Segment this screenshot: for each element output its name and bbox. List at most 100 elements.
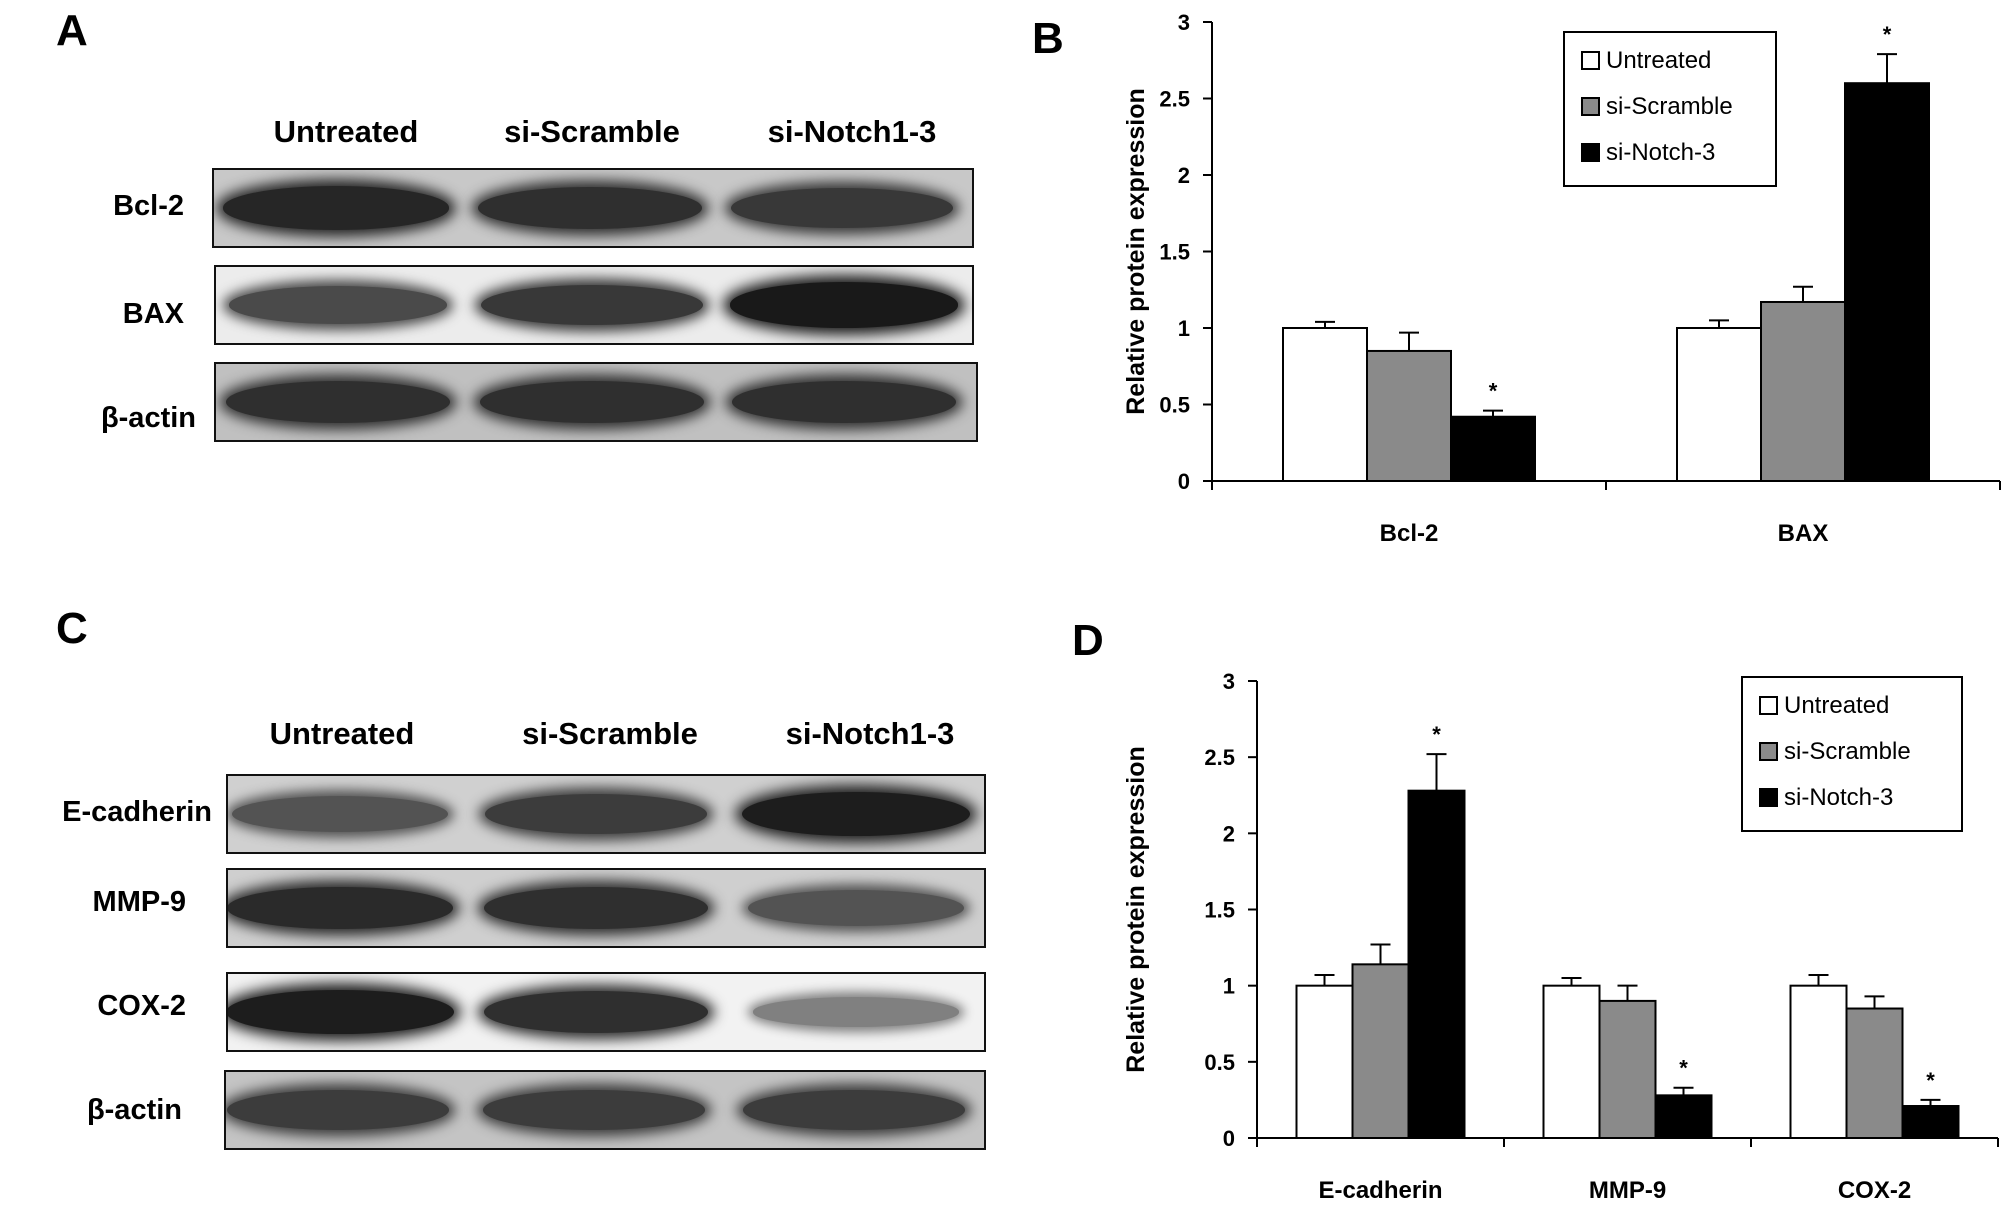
blot-a-strip-bax [214,265,974,345]
y-tick-label: 3 [1223,669,1235,694]
blot-band [743,1090,965,1130]
blot-c-strip-e-cadherin [226,774,986,854]
blot-band [748,889,964,927]
significance-marker: * [1883,22,1892,47]
y-tick-label: 1.5 [1159,240,1190,265]
blot-a-header-si-notch: si-Notch1-3 [767,114,937,149]
blot-c-row-label-e-cadherin: E-cadherin [62,796,212,828]
y-tick-label: 2.5 [1159,87,1190,112]
y-tick-label: 0.5 [1159,393,1190,418]
bar [1407,789,1466,1139]
blot-c-header-si-notch: si-Notch1-3 [785,716,955,751]
y-axis-label: Relative protein expression [1122,746,1150,1073]
bar [1450,415,1536,482]
legend-swatch [1581,51,1600,70]
blot-band [226,381,450,423]
blot-band [480,381,704,423]
significance-marker: * [1679,1056,1688,1081]
legend-label: Untreated [1784,692,1889,719]
blot-c-header-si-scramble: si-Scramble [522,716,698,751]
blot-band [232,795,448,833]
bar [1598,999,1657,1139]
blot-c-strip-mmp9 [226,868,986,948]
y-tick-label: 2 [1178,163,1190,188]
blot-band [228,886,453,930]
blot-a-header-si-scramble: si-Scramble [504,114,680,149]
blot-band [484,887,708,929]
y-tick-label: 3 [1178,10,1190,35]
blot-band [484,991,708,1033]
bar-chart-b: 0 0.5 1 1.5 2 2.5 3 Relative protein expression… [1122,10,2001,547]
significance-marker: * [1489,379,1498,404]
blot-band [742,791,970,837]
blot-c-strip-cox2 [226,972,986,1052]
legend-label: Untreated [1606,47,1711,74]
legend-box [1741,676,1963,832]
blot-band [478,187,702,229]
bar [1789,984,1848,1139]
blot-band [223,186,449,230]
bar [1760,300,1846,482]
bar [1295,984,1354,1139]
blot-a-strip-beta-actin [214,362,978,442]
x-category-label: Bcl-2 [1380,520,1439,547]
blot-c-row-label-mmp9: MMP-9 [92,886,186,918]
bar [1351,963,1410,1139]
x-category-label: COX-2 [1838,1177,1911,1204]
blot-a-header-untreated: Untreated [273,114,419,149]
blot-band [229,286,447,324]
x-category-label: E-cadherin [1318,1177,1442,1204]
bar [1901,1105,1960,1140]
blot-band [228,989,454,1035]
y-tick-label: 1 [1223,974,1235,999]
panel-letter-d: D [1072,616,1104,665]
y-tick-label: 0 [1223,1126,1235,1151]
legend-label: si-Notch-3 [1784,784,1893,811]
bar [1366,349,1452,483]
blot-band [227,1090,449,1130]
bar [1542,984,1601,1139]
legend-swatch [1759,742,1778,761]
x-category-label: MMP-9 [1589,1177,1666,1204]
bar-chart-d: 0 0.5 1 1.5 2 2.5 3 Relative protein expression… [1122,669,1999,1204]
blot-a-row-label-bcl2: Bcl-2 [113,190,184,222]
blot-c-strip-beta-actin [224,1070,986,1150]
legend-label: si-Scramble [1784,738,1911,765]
blot-c-row-label-beta-actin: β-actin [86,1094,182,1126]
bar [1844,82,1930,482]
blot-c-row-label-cox2: COX-2 [97,990,186,1022]
y-tick-label: 1 [1178,316,1190,341]
legend-label: si-Scramble [1606,93,1733,120]
significance-marker: * [1432,722,1441,747]
blot-band [753,997,959,1027]
blot-a-strip-bcl2 [212,168,974,248]
y-tick-label: 0.5 [1204,1050,1235,1075]
y-tick-label: 2 [1223,821,1235,846]
blot-a-row-label-beta-actin: β-actin [100,402,196,434]
panel-letter-c: C [56,604,88,653]
blot-band [483,1090,705,1130]
legend-label: si-Notch-3 [1606,139,1715,166]
blot-a-row-label-bax: BAX [122,298,184,330]
significance-marker: * [1926,1068,1935,1093]
legend-swatch [1759,788,1778,807]
bar [1282,327,1368,482]
blot-band [731,187,953,229]
y-tick-label: 0 [1178,469,1190,494]
panel-letter-a: A [56,6,88,55]
bar [1654,1094,1713,1140]
blot-c-header-untreated: Untreated [269,716,415,751]
bar [1845,1007,1904,1139]
y-axis-label: Relative protein expression [1122,88,1150,415]
legend-swatch [1759,696,1778,715]
x-category-label: BAX [1778,520,1829,547]
legend-swatch [1581,143,1600,162]
legend-swatch [1581,97,1600,116]
blot-band [729,282,959,328]
y-tick-label: 2.5 [1204,745,1235,770]
y-tick-label: 1.5 [1204,898,1235,923]
blot-band [732,381,956,423]
blot-band [485,794,707,834]
bar [1676,327,1762,482]
panel-letter-b: B [1032,14,1064,63]
